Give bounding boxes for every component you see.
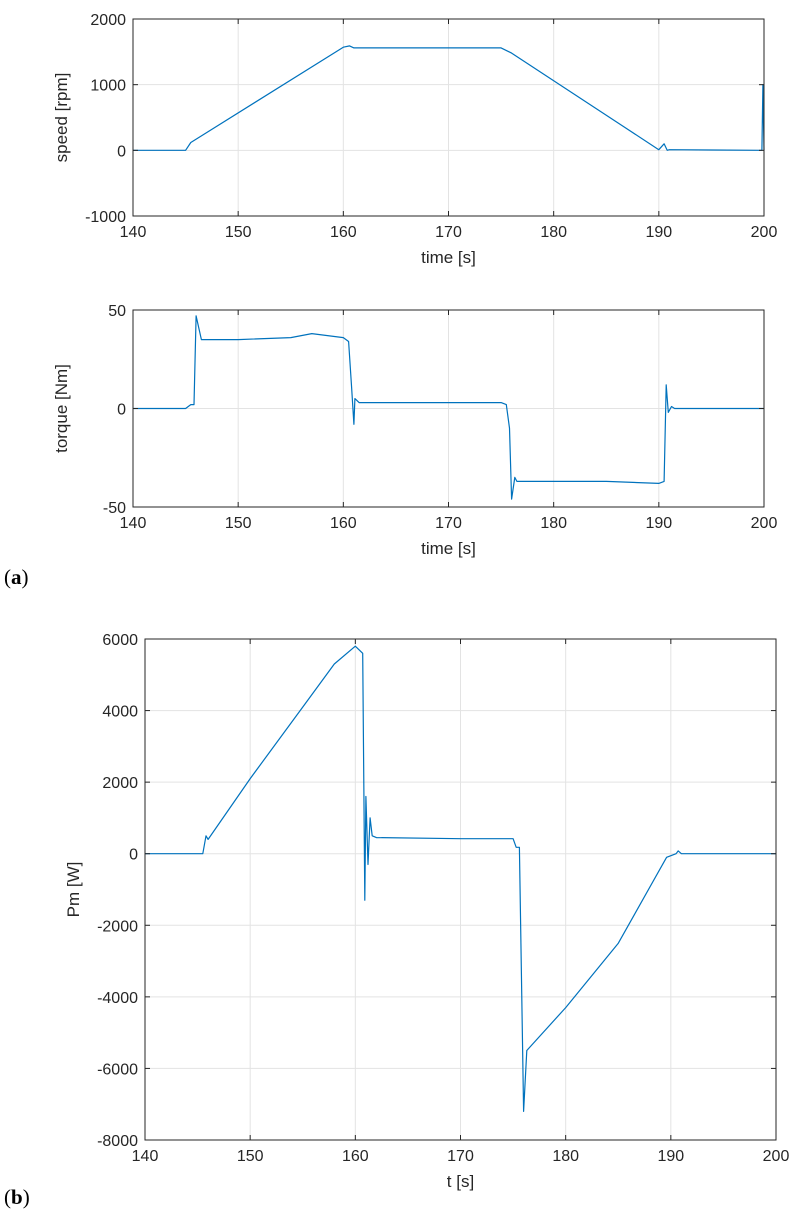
- power-y-tick-label--8000: -8000: [97, 1133, 138, 1150]
- power-y-tick-label--2000: -2000: [97, 918, 138, 935]
- speed-y-tick-label-0: 0: [117, 143, 126, 160]
- power-chart: 140 150 160 170 180 190 200 -8000 -6000 -4000 -200…: [64, 632, 789, 1191]
- speed-x-tick-label-200: 200: [751, 224, 778, 241]
- power-y-axis-label: Pm [W]: [64, 862, 83, 918]
- torque-x-tick-label-170: 170: [435, 515, 462, 532]
- torque-chart: 140 150 160 170 180 190 200 -50 0 50 time [s] tor…: [52, 303, 777, 558]
- speed-y-axis-label: speed [rpm]: [52, 73, 71, 163]
- power-x-tick-label-190: 190: [657, 1148, 684, 1165]
- power-line-layer: [145, 645, 776, 1113]
- speed-x-tick-label-170: 170: [435, 224, 462, 241]
- torque-axes-frame: [132, 309, 765, 508]
- speed-y-tick-label--1000: -1000: [85, 209, 126, 226]
- torque-y-axis-label: torque [Nm]: [52, 364, 71, 453]
- panel-label-a-letter: a: [11, 565, 22, 589]
- speed-x-tick-label-180: 180: [540, 224, 567, 241]
- torque-line-layer: [133, 315, 764, 500]
- power-x-tick-label-200: 200: [763, 1148, 790, 1165]
- torque-x-axis-label: time [s]: [421, 539, 476, 558]
- power-series-line-0: [145, 645, 776, 1113]
- torque-y-tick-label-50: 50: [108, 303, 126, 320]
- power-x-tick-label-160: 160: [342, 1148, 369, 1165]
- speed-grid: [132, 18, 765, 217]
- speed-tick-labels: 140 150 160 170 180 190 200 -1000 0 1000 2000: [85, 12, 777, 241]
- power-x-tick-label-180: 180: [552, 1148, 579, 1165]
- speed-x-tick-label-150: 150: [225, 224, 252, 241]
- power-axes-frame: [144, 638, 777, 1141]
- speed-chart: 140 150 160 170 180 190 200 -1000 0 1000 2000 time…: [52, 12, 777, 267]
- torque-y-tick-label--50: -50: [103, 500, 126, 517]
- speed-axes-frame: [132, 18, 765, 217]
- power-grid: [144, 638, 777, 1141]
- torque-x-tick-label-190: 190: [645, 515, 672, 532]
- speed-x-tick-label-160: 160: [330, 224, 357, 241]
- torque-series-line-0: [133, 315, 764, 500]
- power-y-tick-label-4000: 4000: [102, 704, 138, 721]
- speed-y-tick-label-2000: 2000: [90, 12, 126, 29]
- torque-x-tick-label-180: 180: [540, 515, 567, 532]
- panel-label-a: (a): [4, 565, 29, 589]
- torque-x-tick-label-140: 140: [120, 515, 147, 532]
- power-x-axis-label: t [s]: [447, 1172, 474, 1191]
- torque-tick-labels: 140 150 160 170 180 190 200 -50 0 50: [103, 303, 778, 532]
- speed-series-line-0: [133, 45, 765, 151]
- power-x-tick-label-170: 170: [447, 1148, 474, 1165]
- power-tick-labels: 140 150 160 170 180 190 200 -8000 -6000 -4000 -200…: [97, 632, 789, 1165]
- speed-y-tick-label-1000: 1000: [90, 78, 126, 95]
- power-y-tick-label-0: 0: [129, 847, 138, 864]
- speed-x-tick-label-190: 190: [645, 224, 672, 241]
- torque-x-tick-label-200: 200: [751, 515, 778, 532]
- torque-y-tick-label-0: 0: [117, 402, 126, 419]
- power-y-tick-label--6000: -6000: [97, 1061, 138, 1078]
- power-y-tick-label--4000: -4000: [97, 990, 138, 1007]
- power-y-tick-label-2000: 2000: [102, 775, 138, 792]
- speed-line-layer: [133, 45, 765, 151]
- power-x-tick-label-150: 150: [237, 1148, 264, 1165]
- power-y-tick-label-6000: 6000: [102, 632, 138, 649]
- torque-x-tick-label-150: 150: [225, 515, 252, 532]
- panel-label-b-letter: b: [11, 1185, 23, 1209]
- panel-label-b: (b): [4, 1185, 30, 1209]
- speed-x-axis-label: time [s]: [421, 248, 476, 267]
- speed-x-tick-label-140: 140: [120, 224, 147, 241]
- torque-x-tick-label-160: 160: [330, 515, 357, 532]
- power-x-tick-label-140: 140: [132, 1148, 159, 1165]
